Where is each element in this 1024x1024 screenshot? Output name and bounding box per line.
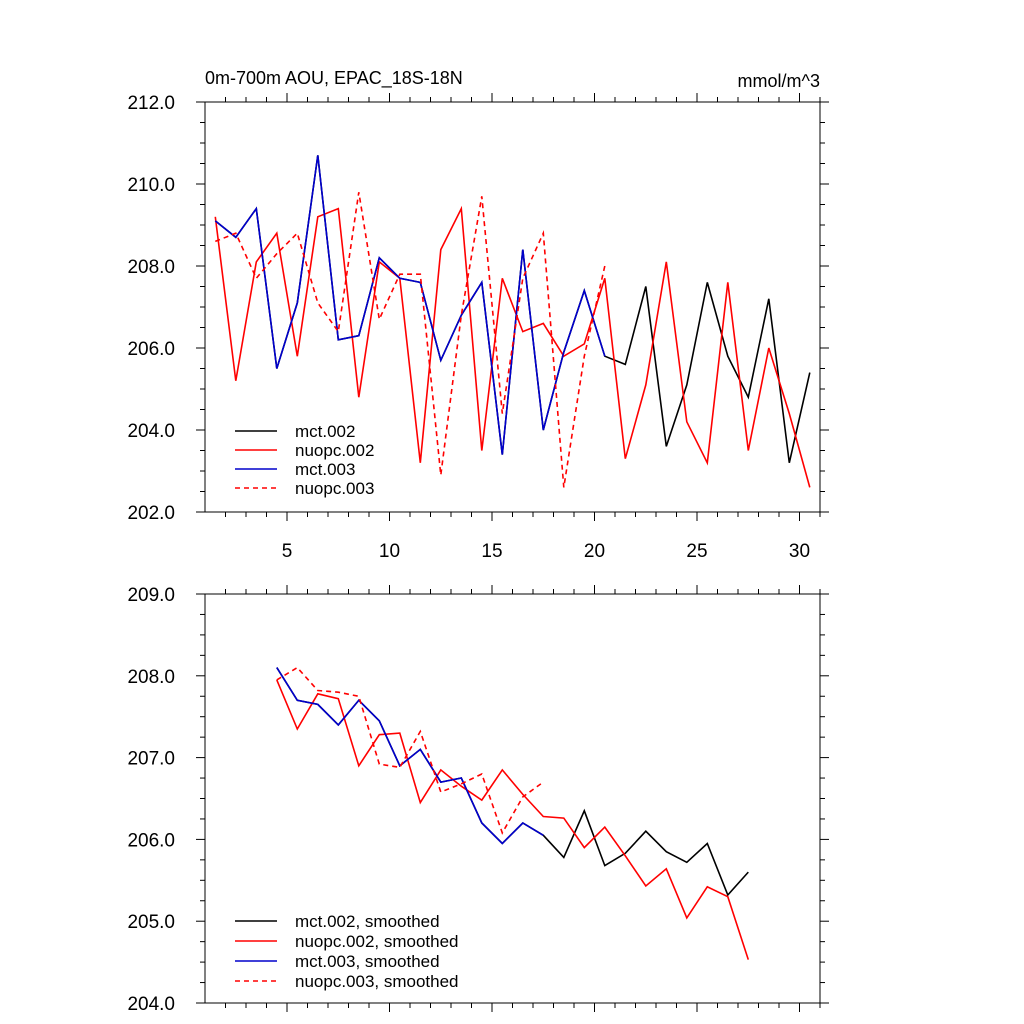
y-tick-label: 202.0 xyxy=(127,503,175,524)
y-tick-label: 208.0 xyxy=(127,257,175,278)
legend-label: nuopc.003, smoothed xyxy=(295,972,459,991)
y-tick-label: 212.0 xyxy=(127,93,175,114)
legend-label: nuopc.002 xyxy=(295,441,374,460)
x-tick-label: 30 xyxy=(789,541,810,562)
series-line-mct-003 xyxy=(214,155,606,455)
series-line-mct-003-smoothed xyxy=(276,667,544,845)
legend-label: mct.003 xyxy=(295,460,355,479)
y-tick-label: 204.0 xyxy=(127,994,175,1015)
y-tick-label: 206.0 xyxy=(127,830,175,851)
series-line-nuopc-003 xyxy=(215,192,606,488)
series-line-nuopc-002 xyxy=(214,205,811,488)
legend-label: mct.002, smoothed xyxy=(295,912,440,931)
series-line-nuopc-002-smoothed xyxy=(276,679,750,960)
top-panel: 0m-700m AOU, EPAC_18S-18N mmol/m^3 202.0… xyxy=(127,68,829,562)
bottom-panel: 204.0 205.0 206.0 207.0 208.0 209.0 mct.002, s… xyxy=(127,585,829,1015)
x-tick-label: 10 xyxy=(379,541,400,562)
y-tick-label: 210.0 xyxy=(127,175,175,196)
x-tick-label: 25 xyxy=(686,541,707,562)
legend-label: nuopc.002, smoothed xyxy=(295,932,459,951)
y-tick-label: 206.0 xyxy=(127,339,175,360)
y-tick-label: 205.0 xyxy=(127,912,175,933)
y-tick-label: 209.0 xyxy=(127,585,175,606)
legend-label: mct.002 xyxy=(295,422,355,441)
chart-units: mmol/m^3 xyxy=(738,71,820,91)
x-tick-label: 20 xyxy=(584,541,605,562)
y-tick-label: 207.0 xyxy=(127,749,175,770)
chart-title: 0m-700m AOU, EPAC_18S-18N xyxy=(205,68,463,89)
series-line-nuopc-003-smoothed xyxy=(276,666,544,835)
y-tick-label: 208.0 xyxy=(127,667,175,688)
x-tick-label: 5 xyxy=(282,541,293,562)
legend-label: nuopc.003 xyxy=(295,479,374,498)
legend-label: mct.003, smoothed xyxy=(295,952,440,971)
x-tick-label: 15 xyxy=(481,541,502,562)
y-tick-label: 204.0 xyxy=(127,421,175,442)
